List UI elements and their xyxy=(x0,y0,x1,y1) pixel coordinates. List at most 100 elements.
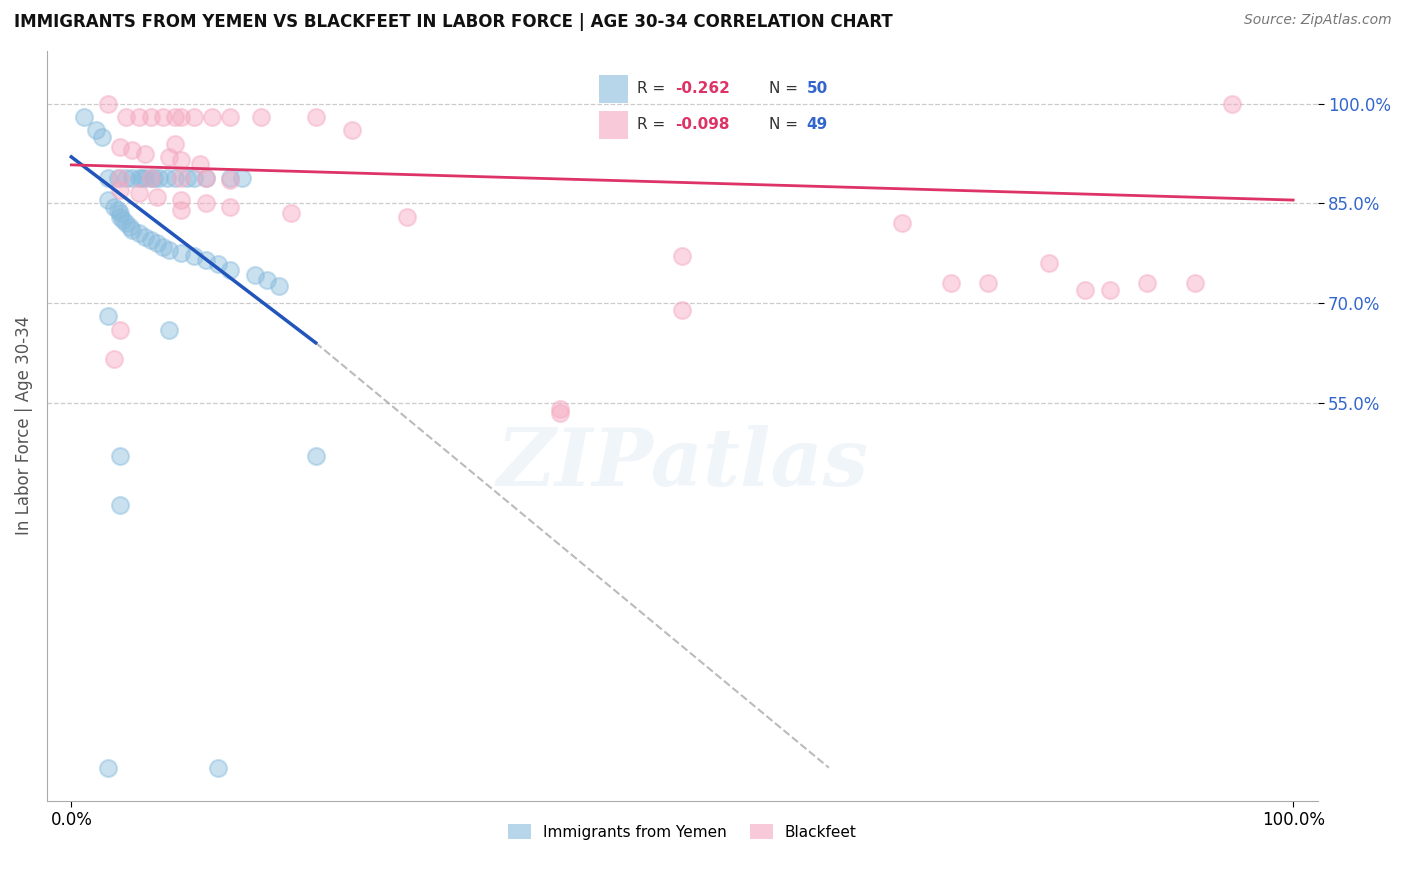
Point xyxy=(148,171,170,186)
Point xyxy=(108,499,131,513)
Point xyxy=(671,302,693,317)
Point xyxy=(128,186,150,201)
Point xyxy=(134,229,156,244)
Point xyxy=(139,171,162,186)
Point xyxy=(671,250,693,264)
Point xyxy=(139,171,162,186)
Point xyxy=(90,130,112,145)
Point xyxy=(97,310,120,324)
Point xyxy=(152,239,174,253)
Point xyxy=(115,171,138,186)
Point xyxy=(219,110,242,124)
Point xyxy=(165,110,187,124)
Point xyxy=(118,219,141,234)
Point xyxy=(97,193,120,207)
Point xyxy=(103,200,125,214)
Point xyxy=(157,322,180,336)
Point xyxy=(72,110,94,124)
Point xyxy=(108,206,131,220)
Point xyxy=(194,171,217,186)
Point xyxy=(97,761,120,775)
Point xyxy=(170,171,193,186)
Point xyxy=(939,276,962,290)
Point xyxy=(108,449,131,463)
Point xyxy=(131,171,153,186)
Point xyxy=(219,173,242,187)
Point xyxy=(84,123,107,137)
Point xyxy=(976,276,998,290)
Point xyxy=(134,171,156,186)
Point xyxy=(1220,96,1243,111)
Point xyxy=(170,202,193,217)
Point xyxy=(1135,276,1157,290)
Text: ZIPatlas: ZIPatlas xyxy=(496,425,869,502)
Point xyxy=(152,110,174,124)
Point xyxy=(548,402,571,417)
Point xyxy=(219,200,242,214)
Point xyxy=(111,213,134,227)
Point xyxy=(165,136,187,151)
Point xyxy=(188,156,211,170)
Point xyxy=(1038,256,1060,270)
Point xyxy=(342,123,364,137)
Point xyxy=(305,110,328,124)
Point xyxy=(128,226,150,240)
Point xyxy=(115,216,138,230)
Point xyxy=(219,171,242,186)
Point xyxy=(121,171,143,186)
Point xyxy=(201,110,224,124)
Y-axis label: In Labor Force | Age 30-34: In Labor Force | Age 30-34 xyxy=(15,316,32,535)
Point xyxy=(219,262,242,277)
Point xyxy=(139,233,162,247)
Point xyxy=(107,171,129,186)
Point xyxy=(267,279,290,293)
Point xyxy=(194,252,217,267)
Point xyxy=(165,171,187,186)
Point xyxy=(115,110,138,124)
Point xyxy=(280,206,302,220)
Point xyxy=(183,250,205,264)
Point xyxy=(103,352,125,367)
Point xyxy=(108,183,131,197)
Point xyxy=(207,257,229,271)
Point xyxy=(207,761,229,775)
Point xyxy=(194,171,217,186)
Point xyxy=(1098,283,1121,297)
Point xyxy=(128,171,150,186)
Point xyxy=(183,110,205,124)
Point xyxy=(108,210,131,224)
Point xyxy=(1184,276,1206,290)
Point xyxy=(121,143,143,157)
Point xyxy=(108,171,131,186)
Point xyxy=(256,273,278,287)
Point xyxy=(143,171,166,186)
Point xyxy=(170,193,193,207)
Point xyxy=(548,405,571,419)
Point xyxy=(249,110,271,124)
Point xyxy=(134,146,156,161)
Point xyxy=(128,110,150,124)
Point xyxy=(170,110,193,124)
Point xyxy=(97,96,120,111)
Point xyxy=(146,190,169,204)
Point xyxy=(891,216,914,230)
Point xyxy=(243,268,266,282)
Point xyxy=(231,171,253,186)
Point xyxy=(183,171,205,186)
Point xyxy=(107,202,129,217)
Legend: Immigrants from Yemen, Blackfeet: Immigrants from Yemen, Blackfeet xyxy=(502,818,863,846)
Point xyxy=(396,210,419,224)
Point xyxy=(108,140,131,154)
Point xyxy=(108,322,131,336)
Text: IMMIGRANTS FROM YEMEN VS BLACKFEET IN LABOR FORCE | AGE 30-34 CORRELATION CHART: IMMIGRANTS FROM YEMEN VS BLACKFEET IN LA… xyxy=(14,13,893,31)
Point xyxy=(157,150,180,164)
Point xyxy=(1074,283,1097,297)
Point xyxy=(176,171,198,186)
Point xyxy=(305,449,328,463)
Point xyxy=(97,171,120,186)
Text: Source: ZipAtlas.com: Source: ZipAtlas.com xyxy=(1244,13,1392,28)
Point xyxy=(157,243,180,257)
Point xyxy=(170,153,193,168)
Point xyxy=(139,110,162,124)
Point xyxy=(121,223,143,237)
